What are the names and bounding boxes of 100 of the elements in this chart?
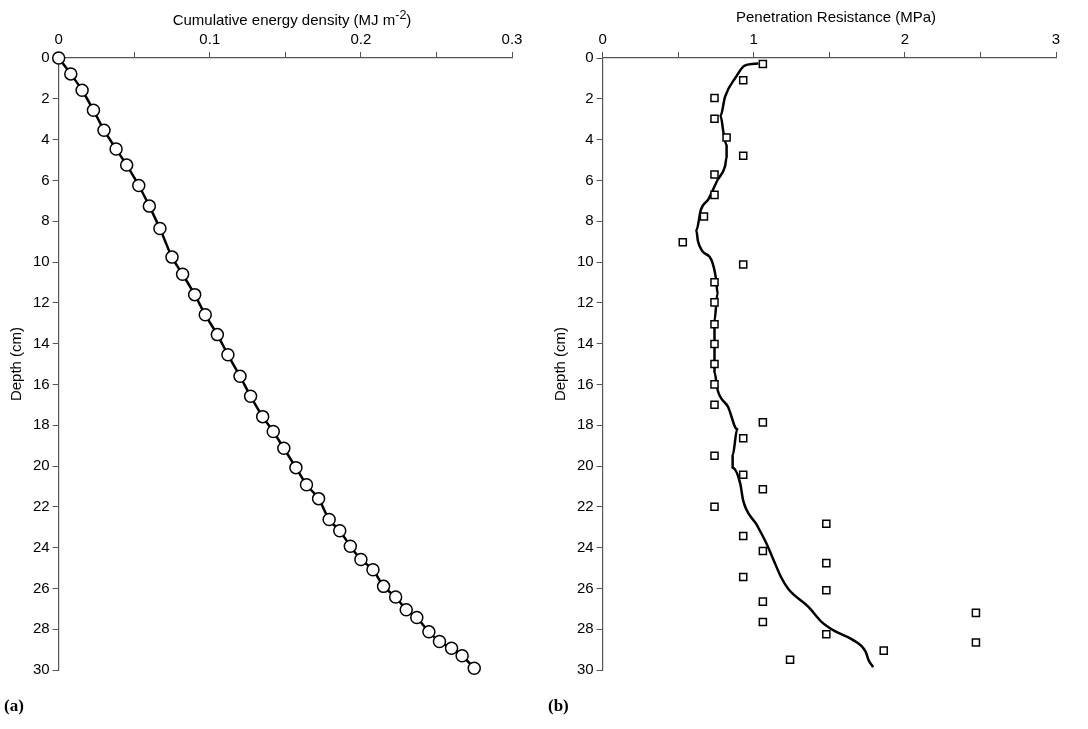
x-tick-label: 0: [598, 30, 607, 48]
y-tick-label: 14: [33, 333, 50, 351]
point: [376, 579, 391, 594]
point: [198, 308, 213, 322]
x-axis-title: Cumulative energy density (MJ m$^{-2}$): [171, 8, 413, 28]
point: [722, 133, 731, 142]
point: [311, 491, 326, 506]
y-tick-label: 12: [33, 292, 50, 310]
point: [75, 83, 89, 97]
point: [710, 114, 719, 124]
x-tick-label: 3: [1051, 30, 1061, 48]
point: [322, 512, 336, 527]
y-tick-label: 20: [33, 456, 50, 474]
point: [738, 572, 748, 582]
point: [738, 531, 748, 541]
y-tick-label: 18: [33, 415, 50, 433]
point: [738, 433, 748, 443]
point: [758, 418, 768, 427]
point: [332, 523, 347, 538]
x-tick-label: 1: [749, 30, 758, 48]
point: [266, 424, 280, 439]
y-tick-label: 6: [41, 170, 50, 188]
y-tick-label: 24: [577, 537, 594, 555]
point: [444, 641, 459, 655]
point: [879, 646, 889, 655]
point: [153, 221, 167, 236]
point: [678, 237, 688, 247]
point: [255, 409, 270, 424]
y-tick-label: 2: [41, 88, 50, 106]
x-tick-label: 0: [54, 30, 63, 48]
y-tick-label: 0: [41, 48, 50, 66]
point: [233, 369, 247, 383]
x-tick-label: 0.3: [501, 30, 523, 48]
x-tick-label: 2: [900, 30, 910, 48]
point: [119, 158, 134, 172]
point: [277, 441, 291, 455]
y-tick-label: 30: [577, 660, 594, 678]
y-tick-label: 26: [577, 578, 594, 596]
point: [210, 327, 225, 342]
y-tick-label: 8: [585, 211, 594, 229]
point: [710, 298, 719, 307]
point: [467, 661, 481, 675]
point: [822, 558, 831, 568]
point: [432, 634, 447, 649]
point: [299, 478, 314, 492]
y-tick-label: 28: [577, 619, 594, 637]
point: [710, 502, 719, 512]
x-tick-label: 0.1: [199, 30, 221, 48]
y-tick-label: 18: [577, 415, 594, 433]
x-axis-title: Penetration Resistance (MPa): [734, 8, 938, 25]
point: [710, 277, 719, 287]
point: [758, 597, 768, 606]
point: [710, 319, 719, 329]
y-tick-label: 4: [585, 129, 594, 147]
point: [710, 380, 719, 389]
point: [738, 151, 748, 160]
point: [738, 260, 748, 269]
point: [51, 51, 66, 65]
point: [132, 178, 146, 193]
point: [175, 267, 190, 281]
point: [165, 250, 179, 264]
point: [758, 546, 768, 556]
point: [86, 103, 101, 117]
point: [64, 67, 78, 81]
y-tick-label: 26: [33, 578, 50, 596]
point: [758, 617, 768, 627]
point: [710, 190, 719, 200]
point: [758, 59, 768, 69]
x-tick-label: 0.2: [350, 30, 372, 48]
point: [699, 212, 709, 221]
point: [971, 638, 981, 647]
point: [221, 348, 235, 362]
text: (a): [4, 696, 24, 716]
point: [710, 339, 719, 349]
point: [738, 75, 748, 85]
point: [710, 93, 719, 103]
point: [758, 484, 768, 494]
point: [822, 630, 831, 639]
y-axis-title: Depth (cm): [551, 326, 569, 402]
y-tick-label: 20: [577, 456, 594, 474]
point: [710, 359, 719, 369]
point: [455, 648, 469, 663]
y-tick-label: 2: [585, 88, 594, 106]
point: [97, 123, 111, 137]
point: [410, 610, 424, 625]
point: [971, 608, 981, 618]
y-tick-label: 10: [33, 252, 50, 270]
point: [289, 460, 303, 475]
text: (b): [548, 696, 569, 716]
point: [142, 199, 157, 213]
point: [738, 470, 748, 480]
point: [243, 389, 258, 403]
y-tick-label: 24: [33, 537, 50, 555]
y-tick-label: 0: [585, 48, 594, 66]
y-tick-label: 4: [41, 129, 50, 147]
point: [109, 142, 123, 156]
y-tick-label: 22: [577, 496, 594, 514]
point: [343, 539, 358, 553]
point: [710, 400, 719, 410]
y-axis-title: Depth (cm): [7, 326, 25, 402]
